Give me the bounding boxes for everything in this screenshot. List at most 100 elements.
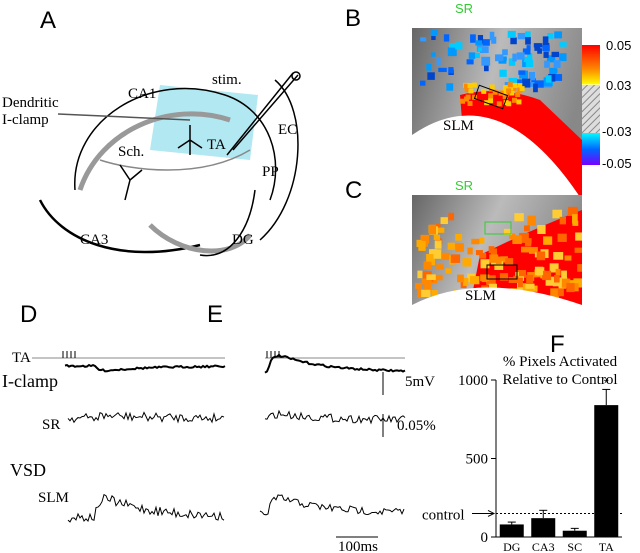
- pixel: [466, 59, 474, 65]
- pixel: [524, 225, 530, 232]
- panel-label: C: [345, 177, 362, 204]
- pixel: [499, 69, 507, 77]
- pixel: [477, 35, 484, 44]
- pixel: [426, 254, 434, 262]
- scale-label: 0.05%: [397, 418, 436, 434]
- pixel: [426, 63, 432, 71]
- pixel: [533, 43, 543, 48]
- pixel: [517, 79, 522, 85]
- pixel: [424, 284, 431, 293]
- annotation: *: [604, 375, 609, 390]
- panel-label: B: [345, 5, 361, 32]
- pixel: [517, 83, 523, 89]
- pixel: [512, 235, 522, 245]
- pixel: [516, 99, 522, 105]
- colorbar-tick: -0.03: [602, 124, 632, 139]
- pixel: [526, 45, 531, 51]
- activation: [470, 210, 582, 305]
- pixel: [475, 52, 480, 59]
- colorbar-tick: 0.03: [606, 78, 631, 93]
- label-stim: stim.: [212, 72, 242, 88]
- pixel: [503, 228, 512, 236]
- pixel: [544, 60, 550, 68]
- scale-label: 100ms: [338, 539, 378, 553]
- colorbar-tick: -0.05: [602, 156, 632, 171]
- pixel: [515, 92, 521, 98]
- pixel: [448, 67, 454, 74]
- pixel: [468, 88, 474, 94]
- pixel: [430, 52, 436, 57]
- pixel: [446, 83, 454, 91]
- pixel: [420, 234, 430, 244]
- pixel: [527, 82, 535, 87]
- y-tick-label: 500: [466, 452, 489, 468]
- pixel: [519, 232, 529, 243]
- pixel: [557, 233, 567, 242]
- pixel: [503, 85, 509, 91]
- pixel: [509, 90, 515, 96]
- pixel: [507, 82, 513, 88]
- pixel: [508, 85, 514, 91]
- pixel: [445, 268, 452, 274]
- trace: [259, 494, 405, 516]
- pixel: [447, 242, 455, 250]
- label-slm: SLM: [465, 288, 496, 304]
- pixel: [467, 83, 473, 89]
- pixel: [527, 215, 537, 226]
- pixel: [464, 87, 470, 93]
- pixel: [561, 278, 571, 288]
- trace: [264, 353, 406, 374]
- pixel: [522, 59, 528, 68]
- pixel: [525, 37, 531, 45]
- label-ec: EC: [278, 122, 297, 138]
- pixel: [443, 34, 450, 42]
- label-sr: SR: [455, 1, 473, 16]
- pixel: [561, 270, 567, 278]
- pixel: [468, 52, 476, 59]
- pixel: [500, 256, 508, 263]
- image-c: [412, 195, 582, 305]
- pixel: [429, 249, 438, 257]
- pixel: [467, 247, 473, 255]
- pixel: [437, 227, 445, 233]
- pixel: [527, 53, 533, 61]
- pixel: [525, 59, 534, 68]
- pixel: [552, 209, 562, 219]
- pixel: [463, 96, 469, 102]
- pixel: [492, 89, 498, 95]
- pixel: [546, 55, 556, 63]
- pixel: [504, 82, 510, 87]
- pixel: [495, 54, 504, 62]
- pixel: [494, 261, 504, 270]
- pixel: [462, 258, 472, 267]
- pixel: [566, 282, 575, 293]
- pixel: [481, 56, 491, 66]
- pixel: [519, 86, 525, 92]
- pixel: [455, 233, 463, 241]
- pixel: [479, 253, 487, 259]
- pixel: [553, 252, 564, 260]
- pixel: [426, 274, 436, 281]
- pixel: [481, 88, 487, 94]
- bar: [562, 530, 587, 537]
- pixel: [482, 39, 490, 46]
- pixel: [509, 233, 516, 240]
- pixel: [480, 274, 490, 282]
- pixel: [527, 272, 537, 278]
- trace: [264, 409, 406, 425]
- pixel: [554, 275, 560, 283]
- pixel: [434, 240, 442, 249]
- trace: [64, 363, 226, 373]
- pixel: [567, 209, 578, 216]
- pixel: [423, 261, 432, 270]
- pixel: [515, 271, 525, 281]
- pixel: [508, 58, 516, 66]
- schematic: [38, 71, 301, 257]
- pixel: [433, 274, 443, 281]
- pixel: [552, 281, 562, 287]
- trace: [67, 411, 225, 424]
- pixel: [554, 74, 563, 81]
- pixel: [559, 53, 567, 62]
- pixel: [488, 98, 494, 104]
